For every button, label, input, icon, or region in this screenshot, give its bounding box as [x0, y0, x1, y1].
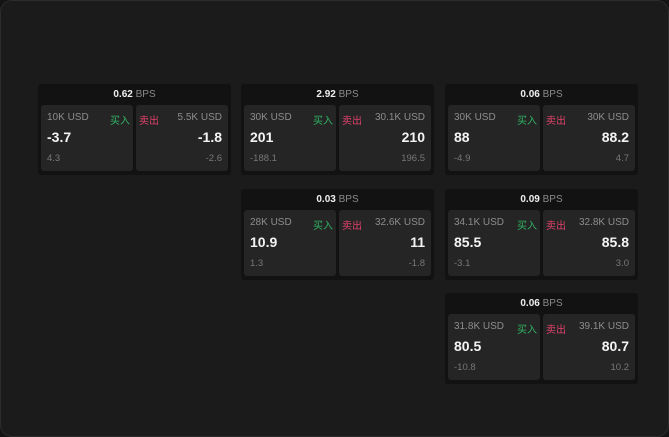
ask-price: -1.8 [197, 129, 222, 145]
spread-unit: BPS [542, 89, 563, 100]
buy-label: 买入 [517, 221, 537, 232]
spread-unit: BPS [338, 89, 359, 100]
bid-price: 201 [250, 129, 274, 145]
spread-unit: BPS [542, 194, 563, 205]
bid-size: 31.8K USD [454, 321, 505, 332]
buy-button[interactable]: 34.1K USD 买入 85.5 -3.1 [448, 210, 540, 276]
quote-widget: 0.09 BPS 34.1K USD 买入 85.5 -3.1 卖出 32.8K… [445, 189, 638, 280]
sell-label: 卖出 [342, 221, 362, 232]
buy-label: 买入 [313, 221, 333, 232]
sell-label: 卖出 [546, 116, 566, 127]
ask-size: 39.1K USD [578, 321, 629, 332]
bid-price: 10.9 [250, 234, 278, 250]
ask-change: -1.8 [408, 258, 425, 269]
spread-value: 0.09 [520, 194, 540, 205]
buy-label: 买入 [517, 325, 537, 336]
buy-label: 买入 [313, 116, 333, 127]
ask-change: -2.6 [205, 153, 222, 164]
spread-value: 2.92 [316, 89, 336, 100]
spread-unit: BPS [135, 89, 156, 100]
quote-widget: 0.03 BPS 28K USD 买入 10.9 1.3 卖出 32.6K US… [241, 189, 434, 280]
ask-size: 30.1K USD [374, 112, 425, 123]
bid-change: -10.8 [454, 362, 476, 373]
bid-size: 28K USD [250, 217, 292, 228]
bid-size: 30K USD [250, 112, 292, 123]
bid-price: 85.5 [454, 234, 482, 250]
sell-label: 卖出 [546, 325, 566, 336]
buy-button[interactable]: 31.8K USD 买入 80.5 -10.8 [448, 314, 540, 380]
buy-button[interactable]: 10K USD 买入 -3.7 4.3 [41, 105, 133, 171]
ask-change: 4.7 [615, 153, 629, 164]
bid-size: 10K USD [47, 112, 89, 123]
buy-label: 买入 [517, 116, 537, 127]
bid-change: -188.1 [250, 153, 277, 164]
bid-change: 4.3 [47, 153, 61, 164]
buy-button[interactable]: 30K USD 买入 201 -188.1 [244, 105, 336, 171]
sell-button[interactable]: 卖出 32.6K USD 11 -1.8 [339, 210, 431, 276]
bid-price: 80.5 [454, 338, 482, 354]
ask-price: 85.8 [601, 234, 629, 250]
buy-label: 买入 [110, 116, 130, 127]
ask-change: 196.5 [401, 153, 425, 164]
spread-value: 0.06 [520, 298, 540, 309]
bid-size: 34.1K USD [454, 217, 505, 228]
sell-label: 卖出 [546, 221, 566, 232]
bid-price: -3.7 [47, 129, 72, 145]
bid-price: 88 [454, 129, 470, 145]
spread-header: 2.92 BPS [241, 84, 434, 105]
ask-size: 5.5K USD [177, 112, 222, 123]
bid-change: -3.1 [454, 258, 471, 269]
ask-size: 30K USD [587, 112, 629, 123]
ask-size: 32.8K USD [578, 217, 629, 228]
ask-price: 11 [410, 234, 425, 250]
ask-change: 10.2 [610, 362, 630, 373]
spread-unit: BPS [338, 194, 359, 205]
sell-button[interactable]: 卖出 39.1K USD 80.7 10.2 [543, 314, 635, 380]
spread-header: 0.03 BPS [241, 189, 434, 210]
bid-change: 1.3 [250, 258, 264, 269]
sell-button[interactable]: 卖出 5.5K USD -1.8 -2.6 [136, 105, 228, 171]
sell-button[interactable]: 卖出 30K USD 88.2 4.7 [543, 105, 635, 171]
spread-value: 0.06 [520, 89, 540, 100]
spread-header: 0.06 BPS [445, 84, 638, 105]
spread-header: 0.62 BPS [38, 84, 231, 105]
ask-price: 210 [401, 129, 425, 145]
quote-widget: 2.92 BPS 30K USD 买入 201 -188.1 卖出 30.1K … [241, 84, 434, 175]
buy-button[interactable]: 30K USD 买入 88 -4.9 [448, 105, 540, 171]
bid-size: 30K USD [454, 112, 496, 123]
spread-header: 0.06 BPS [445, 293, 638, 314]
ask-change: 3.0 [615, 258, 629, 269]
quote-widget: 0.06 BPS 31.8K USD 买入 80.5 -10.8 卖出 39.1… [445, 293, 638, 384]
buy-button[interactable]: 28K USD 买入 10.9 1.3 [244, 210, 336, 276]
ask-size: 32.6K USD [374, 217, 425, 228]
ask-price: 80.7 [601, 338, 629, 354]
spread-value: 0.62 [113, 89, 133, 100]
spread-value: 0.03 [316, 194, 336, 205]
sell-button[interactable]: 卖出 32.8K USD 85.8 3.0 [543, 210, 635, 276]
spread-unit: BPS [542, 298, 563, 309]
sell-button[interactable]: 卖出 30.1K USD 210 196.5 [339, 105, 431, 171]
spread-header: 0.09 BPS [445, 189, 638, 210]
sell-label: 卖出 [342, 116, 362, 127]
quote-widget: 0.62 BPS 10K USD 买入 -3.7 4.3 卖出 5.5K USD… [38, 84, 231, 175]
ask-price: 88.2 [601, 129, 629, 145]
bid-change: -4.9 [454, 153, 471, 164]
sell-label: 卖出 [139, 116, 159, 127]
quote-widget: 0.06 BPS 30K USD 买入 88 -4.9 卖出 30K USD 8… [445, 84, 638, 175]
